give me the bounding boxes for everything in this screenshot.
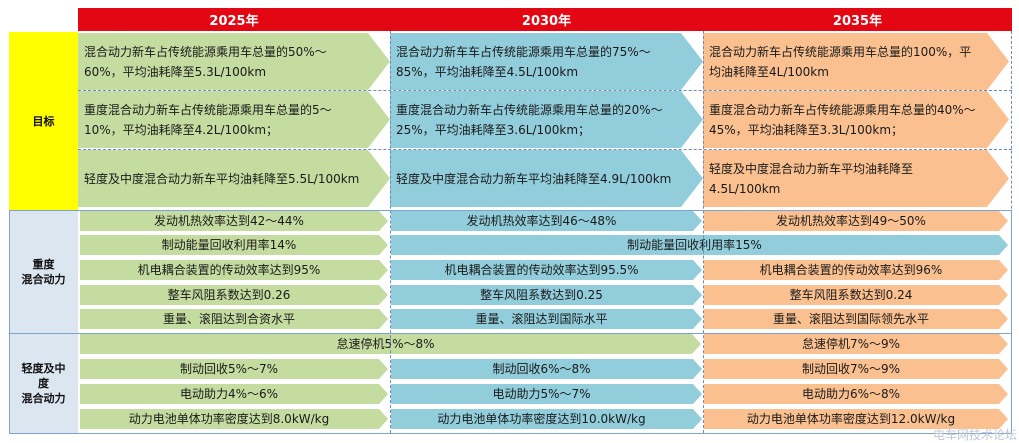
divider-2030 [390,31,391,433]
section-light-label: 轻度及中 度 混合动力 [9,333,78,433]
section-heavy-text-1: 重度 [32,257,55,271]
section-light-text-1: 轻度及中 [21,361,66,375]
heavy-drag-2025: 整车风阻系数达到0.26 [80,285,388,305]
goal-2-2030: 重度混合动力新车占传统能源乘用车总量的20%～25%，平均油耗降至3.6L/10… [390,91,703,148]
goal-1-2035: 混合动力新车占传统能源乘用车总量的100%，平均油耗降至4L/100km [703,33,1009,90]
section-heavy-text-2: 混合动力 [21,272,66,286]
heavy-coupling-2035: 机电耦合装置的传动效率达到96% [704,260,1008,280]
goal-2-2035: 重度混合动力新车占传统能源乘用车总量的40%～45%，平均油耗降至3.3L/10… [703,91,1009,148]
heavy-weight-2030: 重量、滚阻达到国际水平 [391,309,702,329]
divider-goal-2 [78,149,1012,150]
heavy-regen-2025: 制动能量回收利用率14% [80,235,388,255]
heavy-thermal-2025: 发动机热效率达到42～44% [80,211,388,231]
light-assist-2025: 电动助力4%～6% [80,384,388,404]
light-assist-2035: 电动助力6%～8% [704,384,1008,404]
heavy-thermal-2030: 发动机热效率达到46～48% [391,211,702,231]
watermark: 电车网技术论坛 [932,428,1017,442]
section-goal-text: 目标 [32,114,55,128]
section-light-frame [9,333,1012,434]
header-2030: 2030年 [390,8,703,31]
light-regen-2025: 制动回收5%～7% [80,359,388,379]
light-battery-2025: 动力电池单体功率密度达到8.0kW/kg [80,409,388,429]
heavy-coupling-2030: 机电耦合装置的传动效率达到95.5% [391,260,702,280]
goal-3-2035: 轻度及中度混合动力新车平均油耗降至4.5L/100km [703,150,1009,207]
section-light-text-3: 混合动力 [21,391,66,405]
heavy-coupling-2025: 机电耦合装置的传动效率达到95% [80,260,388,280]
goal-3-2025: 轻度及中度混合动力新车平均油耗降至5.5L/100km [78,150,390,207]
section-heavy-frame [9,210,1012,334]
light-idle-2035: 怠速停机7%～9% [704,334,1008,354]
goal-1-2025: 混合动力新车占传统能源乘用车总量的50%～60%，平均油耗降至5.3L/100k… [78,33,390,90]
divider-goal-1 [78,90,1012,91]
header-2025: 2025年 [78,8,390,31]
light-assist-2030: 电动助力5%～7% [391,384,702,404]
section-heavy-label: 重度 混合动力 [9,210,78,333]
divider-2035 [703,31,704,433]
heavy-weight-2035: 重量、滚阻达到国际领先水平 [704,309,1008,329]
heavy-drag-2030: 整车风阻系数达到0.25 [391,285,702,305]
section-goal-label: 目标 [9,32,78,210]
light-regen-2030: 制动回收6%～8% [391,359,702,379]
goal-2-2025: 重度混合动力新车占传统能源乘用车总量的5～10%，平均油耗降至4.2L/100k… [78,91,390,148]
light-regen-2035: 制动回收7%～9% [704,359,1008,379]
heavy-regen-2030-2035: 制动能量回收利用率15% [391,235,1008,255]
heavy-weight-2025: 重量、滚阻达到合资水平 [80,309,388,329]
light-battery-2035: 动力电池单体功率密度达到12.0kW/kg [704,409,1008,429]
heavy-thermal-2035: 发动机热效率达到49～50% [704,211,1008,231]
goal-3-2030: 轻度及中度混合动力新车平均油耗降至4.9L/100km [390,150,703,207]
goal-1-2030: 混合动力新车车占传统能源乘用车总量的75%～85%，平均油耗降至4.5L/100… [390,33,703,90]
light-battery-2030: 动力电池单体功率密度达到10.0kW/kg [391,409,702,429]
header-2035: 2035年 [703,8,1012,31]
section-light-text-2: 度 [38,376,49,390]
heavy-drag-2035: 整车风阻系数达到0.24 [704,285,1008,305]
